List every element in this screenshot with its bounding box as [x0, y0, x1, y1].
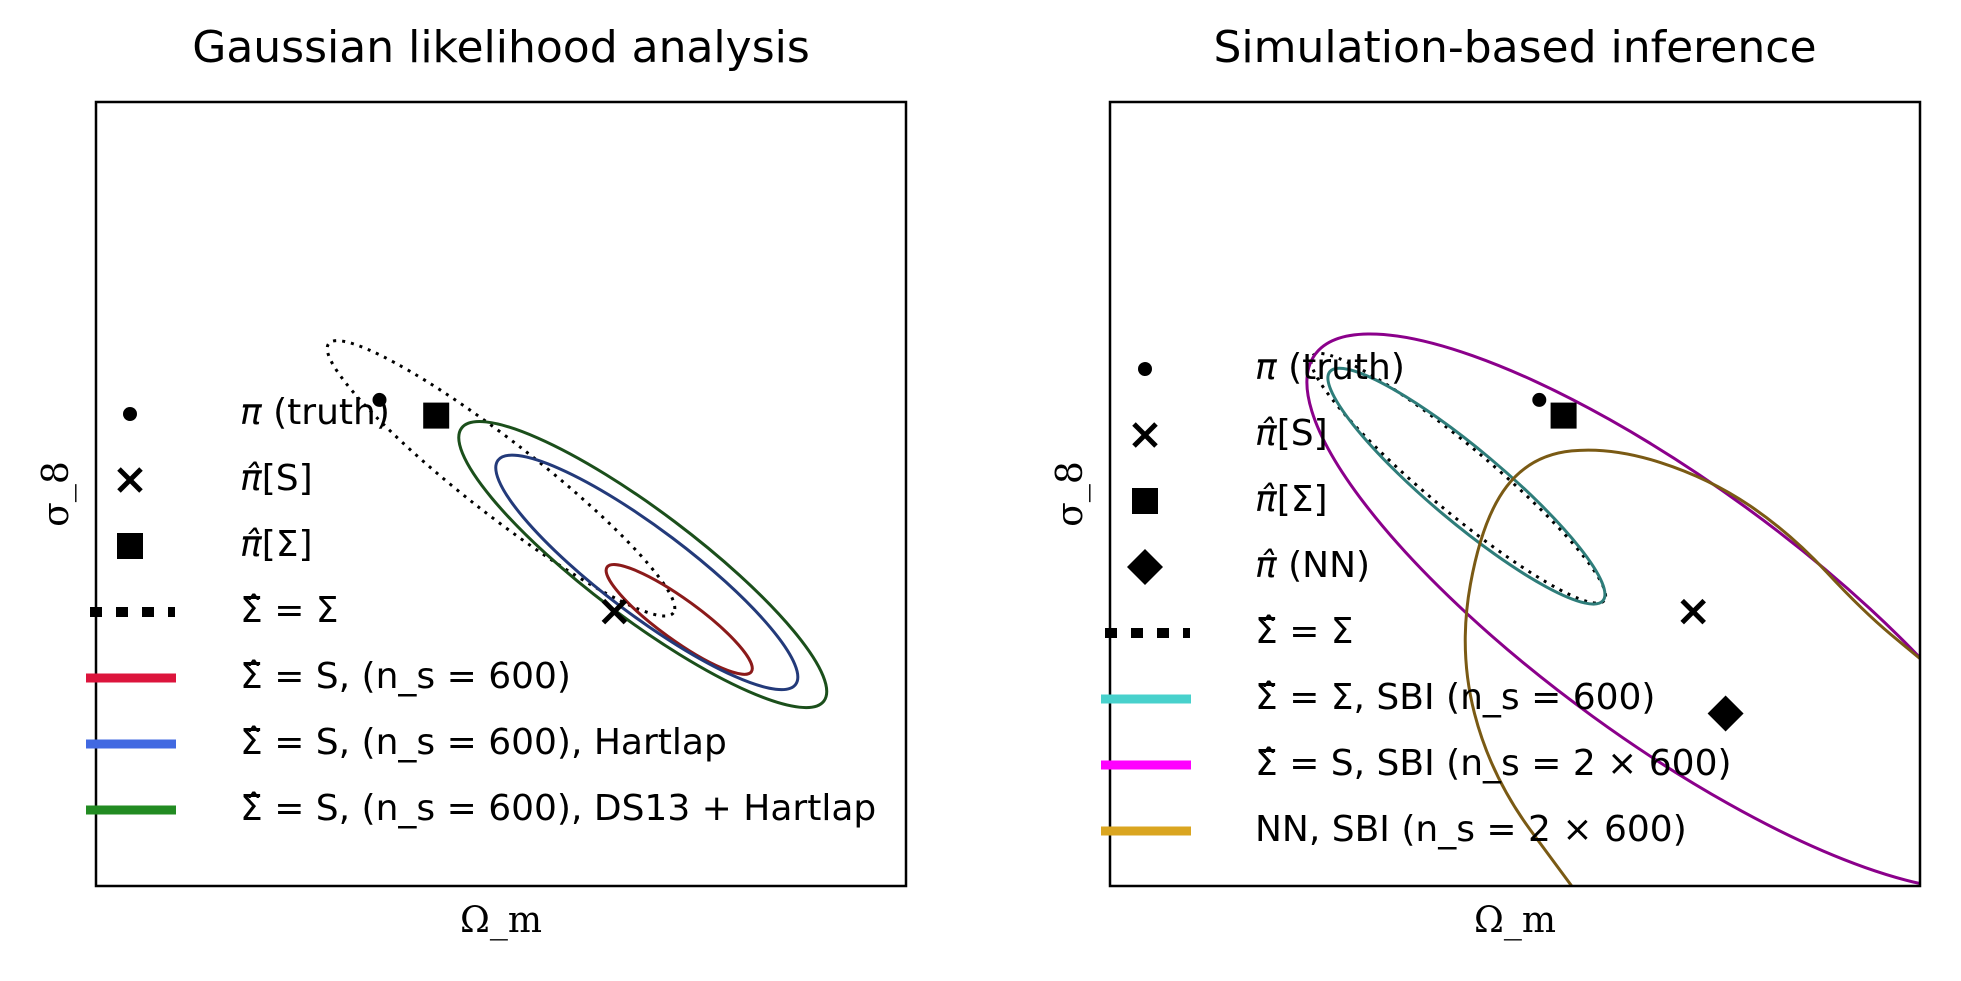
legend-item-sbi_nn: NN, SBI (n_s = 2 × 600): [1101, 809, 1687, 850]
legend-marker-mle_Sigma: [1132, 488, 1158, 514]
legend-label: NN, SBI (n_s = 2 × 600): [1255, 809, 1687, 850]
legend-item-mle_Sigma: π̂[Σ]: [1132, 479, 1328, 520]
legend-label: π̂[S]: [1255, 413, 1328, 454]
point-mle_S: [1680, 598, 1706, 625]
legend-label: Σ̂ = S, SBI (n_s = 2 × 600): [1255, 743, 1732, 784]
point-truth: [372, 392, 387, 407]
legend-item-mle_S: π̂[S]: [117, 458, 313, 499]
legend-marker-truth: [123, 407, 137, 421]
contour-true_cov: [325, 339, 677, 618]
legend-label: Σ̂ = Σ: [1255, 611, 1354, 652]
x-axis-label: Ω_m: [460, 900, 542, 941]
point-mle_Sigma: [1550, 402, 1577, 429]
legend-item-truth: π (truth): [1138, 347, 1405, 388]
legend-label: π (truth): [1255, 347, 1405, 388]
legend-item-sbi_S: Σ̂ = S, SBI (n_s = 2 × 600): [1101, 743, 1732, 784]
legend-item-true_cov: Σ̂ = Σ: [1105, 611, 1354, 652]
contour-S_600: [604, 563, 754, 676]
point-mle_nn: [1707, 695, 1744, 732]
legend-label: π (truth): [240, 392, 390, 433]
contour-sbi_Sigma: [1326, 366, 1607, 606]
legend-item-sbi_Sigma: Σ̂ = Σ, SBI (n_s = 600): [1101, 677, 1655, 718]
legend-item-mle_S: π̂[S]: [1132, 413, 1328, 454]
legend-marker-mle_S: [117, 467, 143, 493]
legend-item-mle_nn: π̂ (NN): [1127, 545, 1370, 586]
chart-title: Gaussian likelihood analysis: [192, 22, 810, 73]
legend: π (truth) π̂[S] π̂[Σ] π̂ (NN) Σ̂ = Σ Σ̂ = Σ, …: [1101, 347, 1732, 850]
legend-marker-mle_nn: [1127, 549, 1163, 585]
legend-label: Σ̂ = S, (n_s = 600), DS13 + Hartlap: [240, 788, 876, 829]
legend-label: π̂ (NN): [1255, 545, 1370, 586]
legend-label: Σ̂ = Σ: [240, 590, 339, 631]
legend-label: Σ̂ = S, (n_s = 600): [240, 656, 571, 697]
x-axis-label: Ω_m: [1474, 900, 1556, 941]
y-axis-label: σ_8: [36, 461, 77, 526]
contour-sbi_S: [1305, 332, 1920, 886]
point-mle_Sigma: [423, 402, 450, 429]
point-mle_S: [601, 598, 628, 625]
legend-item-S_600_ds13: Σ̂ = S, (n_s = 600), DS13 + Hartlap: [86, 788, 876, 829]
legend-label: π̂[Σ]: [1255, 479, 1328, 520]
legend-item-truth: π (truth): [123, 392, 390, 433]
legend-label: Σ̂ = Σ, SBI (n_s = 600): [1255, 677, 1655, 718]
legend-label: Σ̂ = S, (n_s = 600), Hartlap: [240, 722, 727, 763]
legend-label: π̂[Σ]: [240, 524, 313, 565]
axes-frame: [94, 100, 908, 888]
chart-title: Simulation-based inference: [1213, 22, 1816, 73]
legend-item-mle_Sigma: π̂[Σ]: [117, 524, 313, 565]
plot-area: [1305, 332, 1920, 886]
legend-item-S_600_hartlap: Σ̂ = S, (n_s = 600), Hartlap: [86, 722, 727, 763]
legend-item-true_cov: Σ̂ = Σ: [90, 590, 339, 631]
legend-marker-mle_Sigma: [117, 533, 143, 559]
legend-label: π̂[S]: [240, 458, 313, 499]
legend-marker-mle_S: [1132, 422, 1158, 448]
legend: π (truth) π̂[S] π̂[Σ] Σ̂ = Σ Σ̂ = S, (n_s = …: [86, 392, 876, 829]
point-truth: [1532, 392, 1547, 407]
axes-frame: [1108, 100, 1922, 888]
legend-marker-truth: [1138, 362, 1152, 376]
legend-item-S_600: Σ̂ = S, (n_s = 600): [86, 656, 571, 697]
y-axis-label: σ_8: [1050, 461, 1091, 526]
contour-sbi_nn: [1463, 448, 1920, 886]
